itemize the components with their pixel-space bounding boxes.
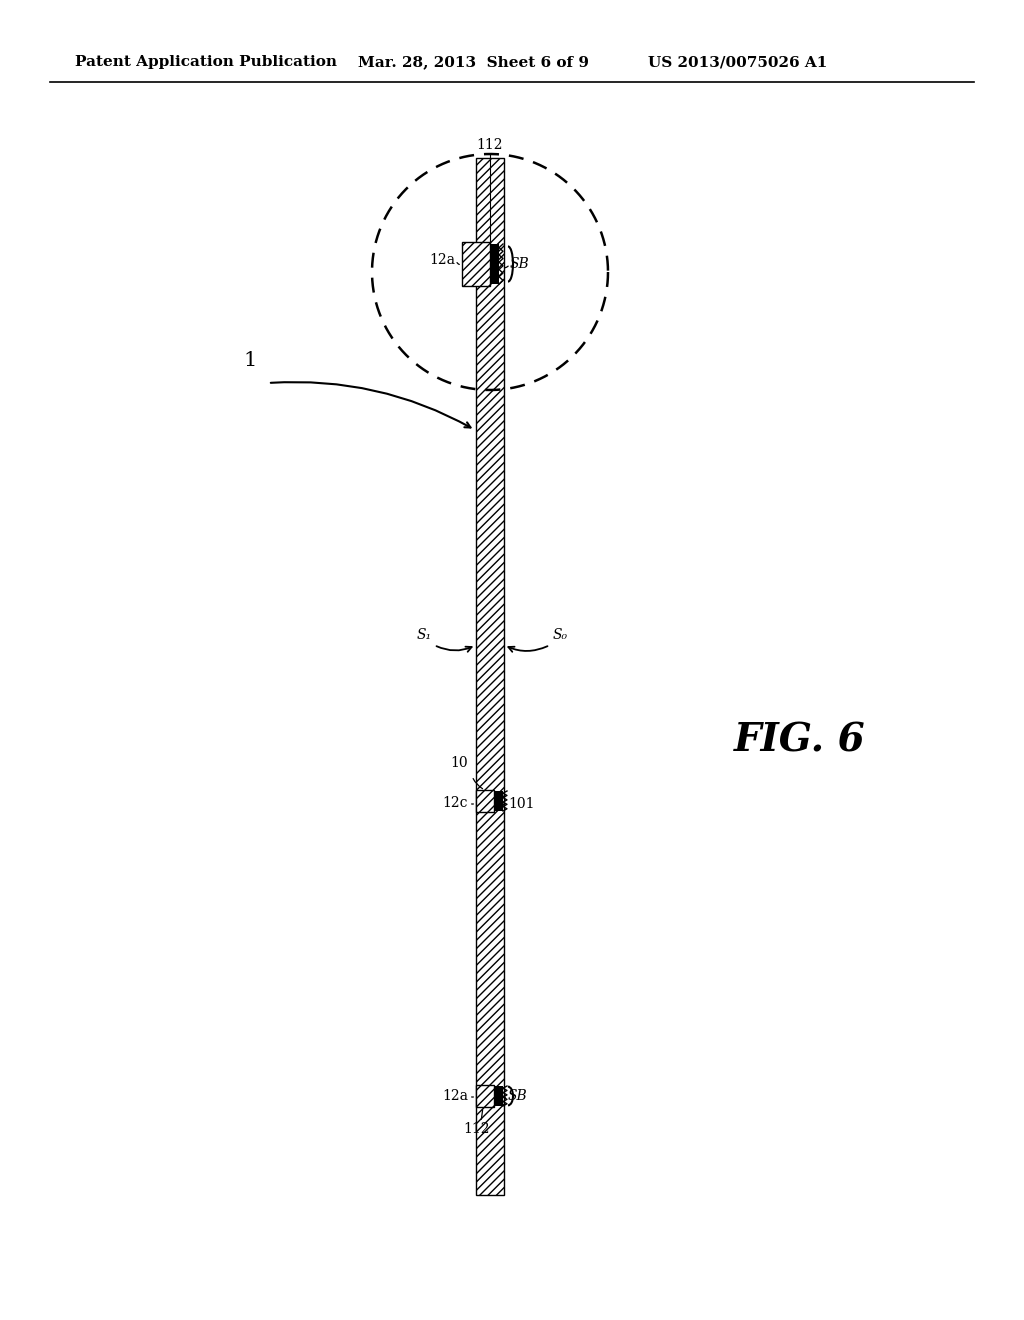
Bar	[494, 1086, 503, 1106]
Text: 112: 112	[464, 1122, 490, 1137]
Text: 10: 10	[451, 756, 468, 770]
Text: Patent Application Publication: Patent Application Publication	[75, 55, 337, 69]
Bar	[476, 158, 504, 1195]
Bar	[462, 242, 490, 286]
Text: US 2013/0075026 A1: US 2013/0075026 A1	[648, 55, 827, 69]
Text: 12a: 12a	[442, 1089, 468, 1104]
Text: S₁: S₁	[417, 628, 432, 642]
Text: 1: 1	[244, 351, 257, 370]
Text: 112: 112	[477, 139, 503, 152]
Bar	[476, 789, 494, 812]
Bar	[476, 1085, 494, 1107]
Text: SB: SB	[510, 257, 529, 271]
Text: Mar. 28, 2013  Sheet 6 of 9: Mar. 28, 2013 Sheet 6 of 9	[358, 55, 589, 69]
Text: S₀: S₀	[553, 628, 568, 642]
Text: 101: 101	[508, 797, 535, 810]
Text: SB: SB	[508, 1089, 527, 1104]
Text: 12a: 12a	[429, 253, 455, 267]
Text: 12c: 12c	[442, 796, 468, 810]
Bar	[490, 244, 499, 284]
Text: FIG. 6: FIG. 6	[734, 721, 866, 759]
Bar	[494, 791, 503, 810]
